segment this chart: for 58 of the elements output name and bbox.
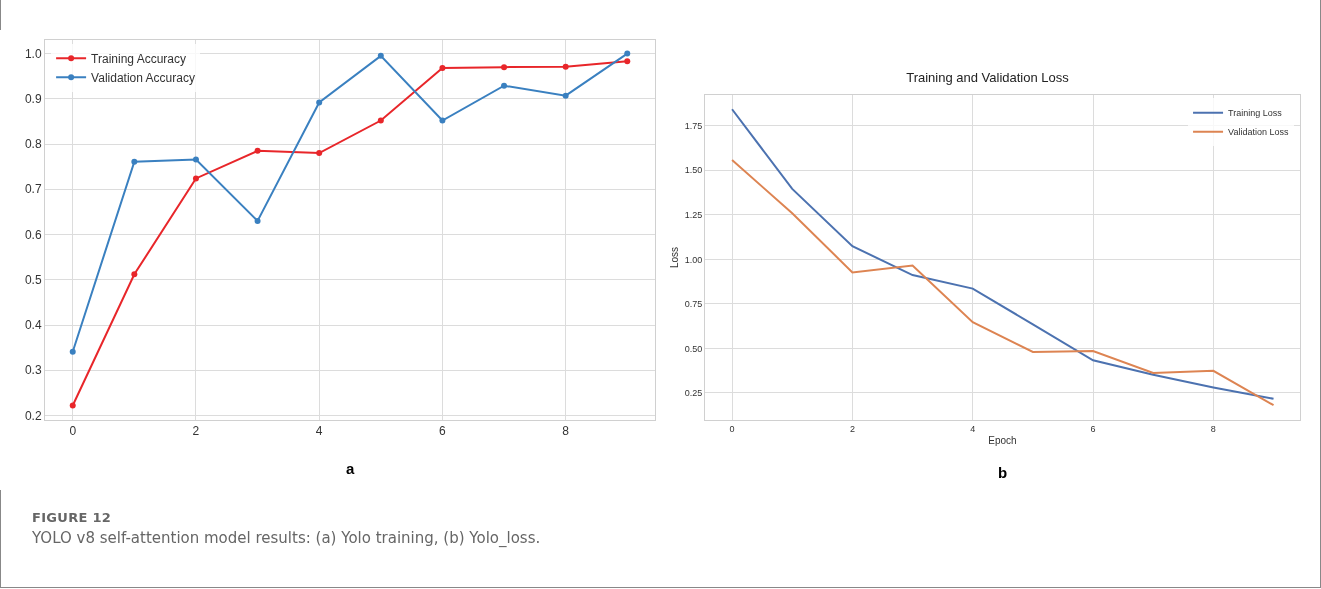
text: b	[998, 464, 1008, 481]
point	[501, 82, 508, 89]
y-tick-label: 1.00	[684, 254, 703, 265]
text: YOLO v8 self-attention model results: (a) Yolo training, (b) Yolo_loss.	[32, 529, 541, 547]
point	[316, 150, 323, 157]
legend-label: Validation Accuracy	[91, 70, 195, 85]
point	[377, 117, 384, 124]
chart-title: Training and Validation Loss	[906, 70, 1070, 85]
x-tick-label: 6	[1090, 423, 1096, 434]
point	[254, 147, 261, 154]
x-tick-label: 4	[315, 424, 323, 439]
point	[439, 117, 446, 124]
y-tick-label: 1.0	[24, 46, 42, 61]
point	[624, 58, 631, 65]
x-tick-label: 8	[562, 424, 570, 439]
caption: FIGURE 12	[32, 510, 113, 525]
y-tick-label: 0.75	[684, 299, 703, 310]
x-tick-label: 0	[729, 423, 735, 434]
y-tick-label: 0.2	[24, 408, 42, 423]
legend-label: Training Accuracy	[91, 51, 187, 66]
point	[439, 65, 446, 72]
point	[316, 99, 323, 106]
point	[562, 63, 569, 70]
x-axis-title: Epoch	[988, 435, 1017, 447]
y-axis-title: Loss	[668, 246, 680, 269]
y-tick-label: 0.4	[24, 318, 42, 333]
point	[624, 50, 631, 57]
y-tick-label: 0.6	[24, 227, 42, 242]
point	[69, 348, 76, 355]
x-tick-label: 0	[69, 424, 77, 439]
y-tick-label: 0.50	[684, 343, 703, 354]
y-tick-label: 0.25	[684, 388, 703, 399]
y-tick-label: 0.5	[24, 272, 42, 287]
y-tick-label: 1.75	[684, 120, 703, 131]
x-tick-label: 4	[970, 423, 976, 434]
y-tick-label: 0.9	[24, 92, 42, 107]
point	[131, 271, 138, 278]
y-tick-label: 0.3	[24, 363, 42, 378]
line-series	[731, 159, 1275, 407]
legend-label: Validation Loss	[1228, 127, 1289, 138]
legend-label: Training Loss	[1228, 108, 1283, 119]
x-tick-label: 2	[849, 423, 855, 434]
y-tick-label: 0.7	[24, 182, 42, 197]
point	[192, 156, 199, 163]
x-tick-label: 6	[439, 424, 447, 439]
y-tick-label: 1.50	[684, 165, 703, 176]
text: a	[346, 460, 355, 477]
y-tick-label: 1.25	[684, 210, 703, 220]
point	[501, 64, 508, 71]
point	[131, 158, 138, 165]
y-tick-label: 0.8	[24, 137, 42, 152]
x-tick-label: 2	[192, 424, 200, 439]
point	[377, 52, 384, 59]
point	[254, 217, 261, 224]
point	[69, 402, 76, 409]
point	[192, 175, 199, 182]
point	[562, 92, 569, 99]
x-tick-label: 8	[1210, 423, 1216, 434]
